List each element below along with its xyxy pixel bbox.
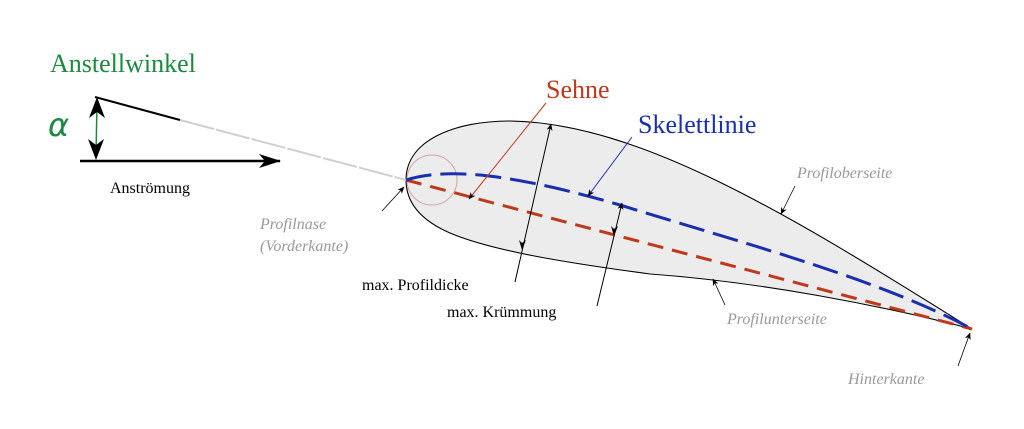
max-camber-arrowhead-icon	[611, 226, 618, 236]
trailing-edge-label: Hinterkante	[847, 371, 924, 388]
inflow-label: Anströmung	[110, 180, 190, 197]
max-thickness-label: max. Profildicke	[362, 277, 469, 294]
leading-edge-pointer	[381, 186, 405, 212]
leading-edge-label: Profilnase	[259, 216, 326, 233]
camber-label: Skelettlinie	[638, 110, 756, 139]
max-thickness-pointer	[514, 123, 553, 283]
trailing-edge-pointer	[957, 332, 971, 367]
alpha-symbol: α	[48, 106, 69, 144]
chord-extension-dashed	[179, 119, 407, 181]
chord-extension-line	[94, 96, 181, 121]
upper-surface-pointer	[780, 185, 796, 215]
lower-surface-label: Profilunterseite	[726, 311, 827, 328]
angle-arrowhead-bottom-icon	[88, 139, 104, 160]
angle-arrowhead-top-icon	[89, 97, 105, 118]
upper-surface-label: Profiloberseite	[796, 165, 892, 182]
max-camber-label: max. Krümmung	[447, 304, 556, 321]
chord-line	[405, 178, 973, 331]
max-thickness-arrowhead-icon	[519, 240, 526, 250]
chord-pointer	[468, 102, 547, 200]
max-camber-pointer	[596, 202, 624, 307]
lower-surface-pointer	[712, 278, 726, 306]
chord-label: Sehne	[546, 75, 610, 104]
camber-pointer	[587, 136, 633, 197]
angle-title: Anstellwinkel	[50, 49, 196, 78]
camber-line	[405, 172, 973, 331]
leading-edge-label-sub: (Vorderkante)	[260, 238, 348, 255]
